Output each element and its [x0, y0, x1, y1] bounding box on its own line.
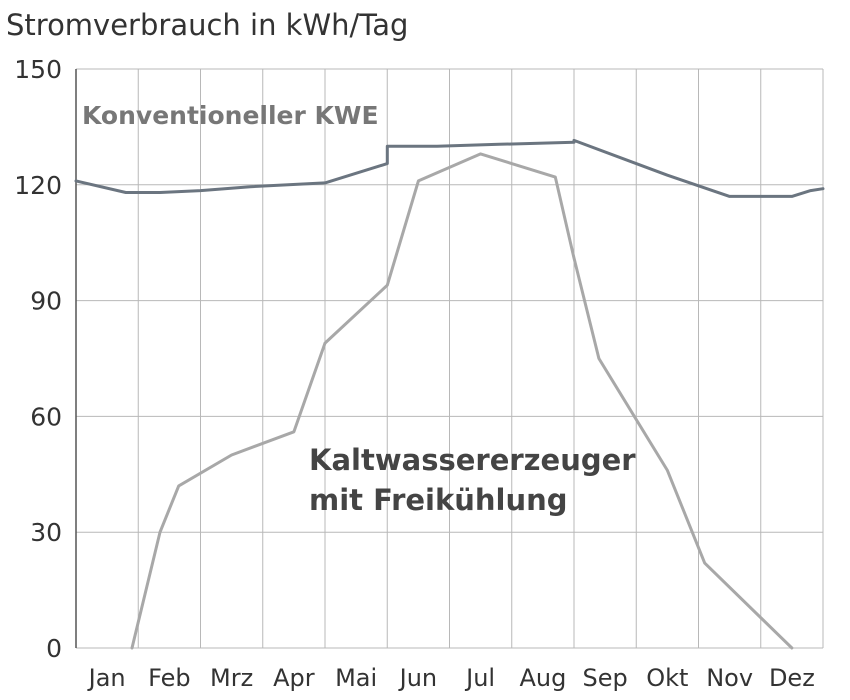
y-axis-ticks: 0 30 60 90 120 150 [14, 55, 62, 663]
x-tick-label: Jan [87, 664, 126, 692]
series-line-1 [130, 152, 794, 650]
x-tick-label: Sep [583, 664, 628, 692]
x-tick-label: Okt [646, 664, 688, 692]
x-tick-label: Jun [398, 664, 438, 692]
x-tick-label: Mrz [210, 664, 253, 692]
chart-title: Stromverbrauch in kWh/Tag [6, 8, 408, 42]
x-tick-label: Feb [148, 664, 191, 692]
y-tick-label: 30 [30, 518, 62, 547]
x-tick-label: Nov [706, 664, 753, 692]
x-axis-ticks: Jan Feb Mrz Apr Mai Jun Jul Aug Sep Okt Nov Dez [87, 664, 815, 692]
x-tick-label: Dez [769, 664, 815, 692]
x-tick-label: Apr [273, 664, 315, 692]
annotation-kaltwassererzeuger: Kaltwassererzeuger [309, 443, 636, 477]
x-tick-label: Mai [335, 664, 377, 692]
x-tick-label: Aug [519, 664, 566, 692]
y-tick-label: 90 [30, 287, 62, 316]
annotation-konventioneller-kwe: Konventioneller KWE [82, 101, 379, 130]
series-line-0 [74, 138, 825, 198]
y-tick-label: 60 [30, 402, 62, 431]
grid [75, 68, 824, 649]
x-tick-label: Jul [464, 664, 495, 692]
series-lines [74, 138, 825, 650]
y-tick-label: 0 [46, 634, 62, 663]
y-tick-label: 150 [14, 55, 62, 84]
annotation-mit-freikuehlung: mit Freikühlung [309, 483, 568, 517]
y-tick-label: 120 [14, 171, 62, 200]
